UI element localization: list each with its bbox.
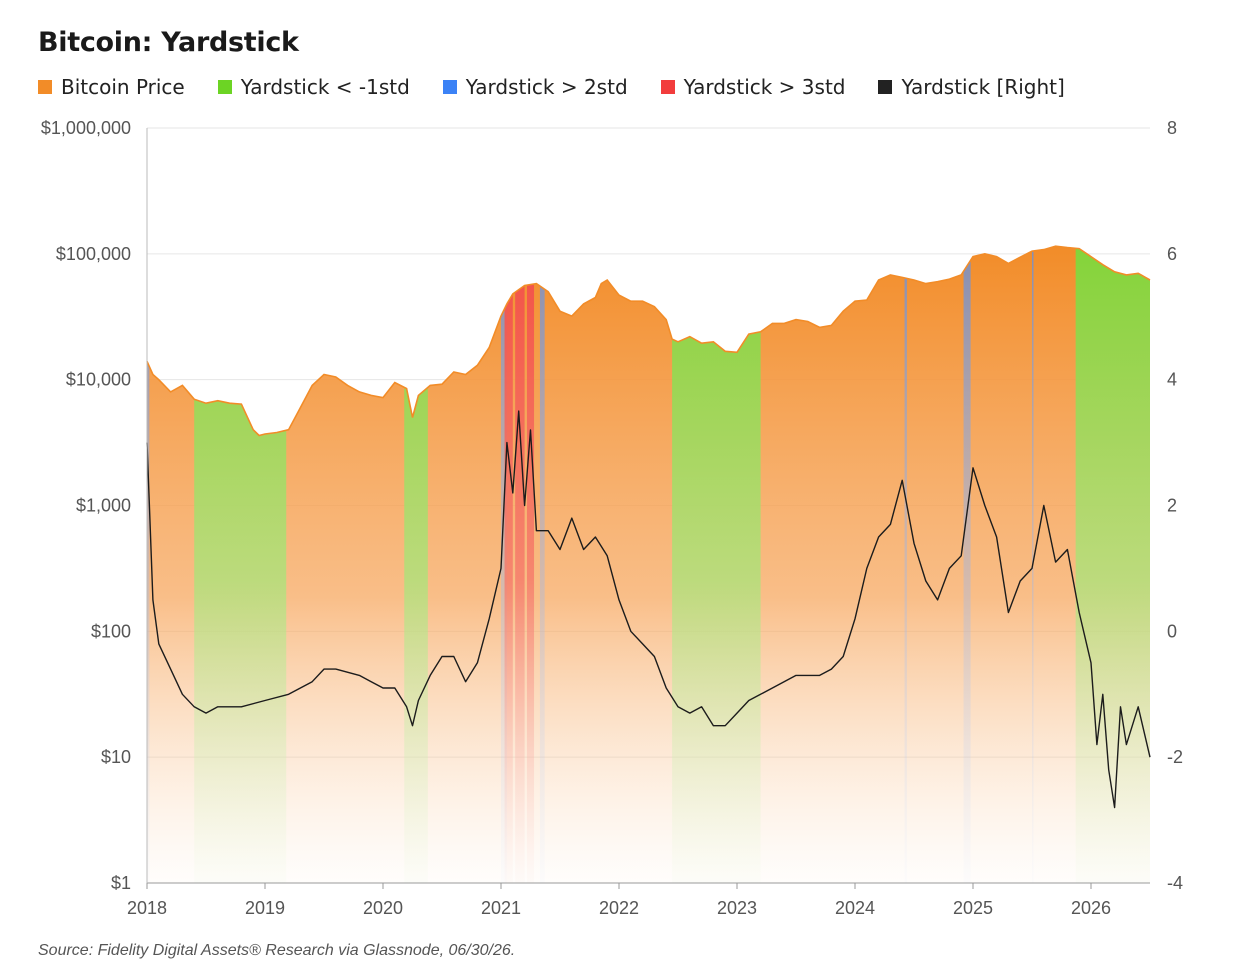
x-tick-label: 2023 — [717, 898, 757, 918]
bitcoin-price-line — [146, 245, 1151, 437]
legend-item-bitcoin-price[interactable]: Bitcoin Price — [38, 75, 185, 99]
band-yardstick-3std — [504, 246, 513, 883]
price-area-layer — [146, 245, 1151, 883]
y-right-tick-label: 0 — [1167, 621, 1177, 641]
y-right-tick-label: 6 — [1167, 244, 1177, 264]
y-left-tick-label: $10,000 — [66, 370, 131, 390]
legend-label-bitcoin-price: Bitcoin Price — [61, 75, 185, 99]
band-yardstick-2std — [1032, 246, 1034, 883]
legend-label-yardstick-above-3std: Yardstick > 3std — [683, 75, 846, 99]
yardstick-line — [146, 410, 1151, 809]
source-note: Source: Fidelity Digital Assets® Researc… — [38, 942, 516, 959]
band-yardstick-3std — [526, 246, 535, 883]
bitcoin-price-area — [147, 246, 1150, 883]
yardstick-layer — [146, 410, 1151, 809]
band-yardstick-1std — [404, 246, 428, 883]
y-right-tick-label: -4 — [1167, 873, 1183, 893]
x-tick-label: 2024 — [835, 898, 875, 918]
legend-item-yardstick-below-1std[interactable]: Yardstick < -1std — [217, 75, 410, 99]
legend-label-yardstick-above-2std: Yardstick > 2std — [465, 75, 628, 99]
legend-swatch-bitcoin-price — [38, 80, 52, 94]
axis-layer: $1 $10 $100 $1,000 $10,000 $100,000 $1,000,000… — [41, 118, 1183, 918]
y-right-tick-label: -2 — [1167, 747, 1183, 767]
y-left-tick-label: $1 — [111, 873, 131, 893]
band-yardstick-2std — [963, 246, 971, 883]
legend-swatch-yardstick-above-2std — [442, 80, 457, 94]
legend-item-yardstick-right[interactable]: Yardstick [Right] — [878, 75, 1065, 99]
y-right-tick-label: 4 — [1167, 370, 1177, 390]
band-yardstick-3std — [515, 246, 525, 883]
y-right-tick-label: 8 — [1167, 118, 1177, 138]
x-tick-label: 2022 — [599, 898, 639, 918]
band-yardstick-2std — [147, 246, 150, 883]
y-left-tick-label: $100,000 — [56, 244, 131, 264]
x-tick-label: 2026 — [1071, 898, 1111, 918]
band-yardstick-1std — [672, 246, 761, 883]
legend-swatch-yardstick-above-3std — [660, 80, 675, 94]
x-tick-label: 2025 — [953, 898, 993, 918]
legend-item-yardstick-above-3std[interactable]: Yardstick > 3std — [660, 75, 846, 99]
legend-swatch-yardstick-right — [878, 80, 893, 94]
legend-label-yardstick-below-1std: Yardstick < -1std — [240, 75, 410, 99]
band-yardstick-1std — [194, 246, 287, 883]
x-tick-label: 2021 — [481, 898, 521, 918]
y-left-tick-label: $1,000,000 — [41, 118, 131, 138]
x-tick-label: 2018 — [127, 898, 167, 918]
band-yardstick-2std — [539, 246, 545, 883]
legend: Bitcoin Price Yardstick < -1std Yardstic… — [38, 75, 1065, 99]
chart-title: Bitcoin: Yardstick — [38, 27, 299, 58]
y-left-tick-label: $1,000 — [76, 496, 131, 516]
band-yardstick-2std — [904, 246, 907, 883]
legend-item-yardstick-above-2std[interactable]: Yardstick > 2std — [442, 75, 628, 99]
legend-label-yardstick-right: Yardstick [Right] — [901, 75, 1065, 99]
y-left-tick-label: $10 — [101, 747, 131, 767]
band-yardstick-2std — [501, 246, 507, 883]
y-right-tick-label: 2 — [1167, 496, 1177, 516]
band-yardstick-1std — [1075, 246, 1150, 883]
legend-swatch-yardstick-below-1std — [217, 80, 232, 94]
x-tick-label: 2020 — [363, 898, 403, 918]
x-tick-label: 2019 — [245, 898, 285, 918]
y-left-tick-label: $100 — [91, 621, 131, 641]
